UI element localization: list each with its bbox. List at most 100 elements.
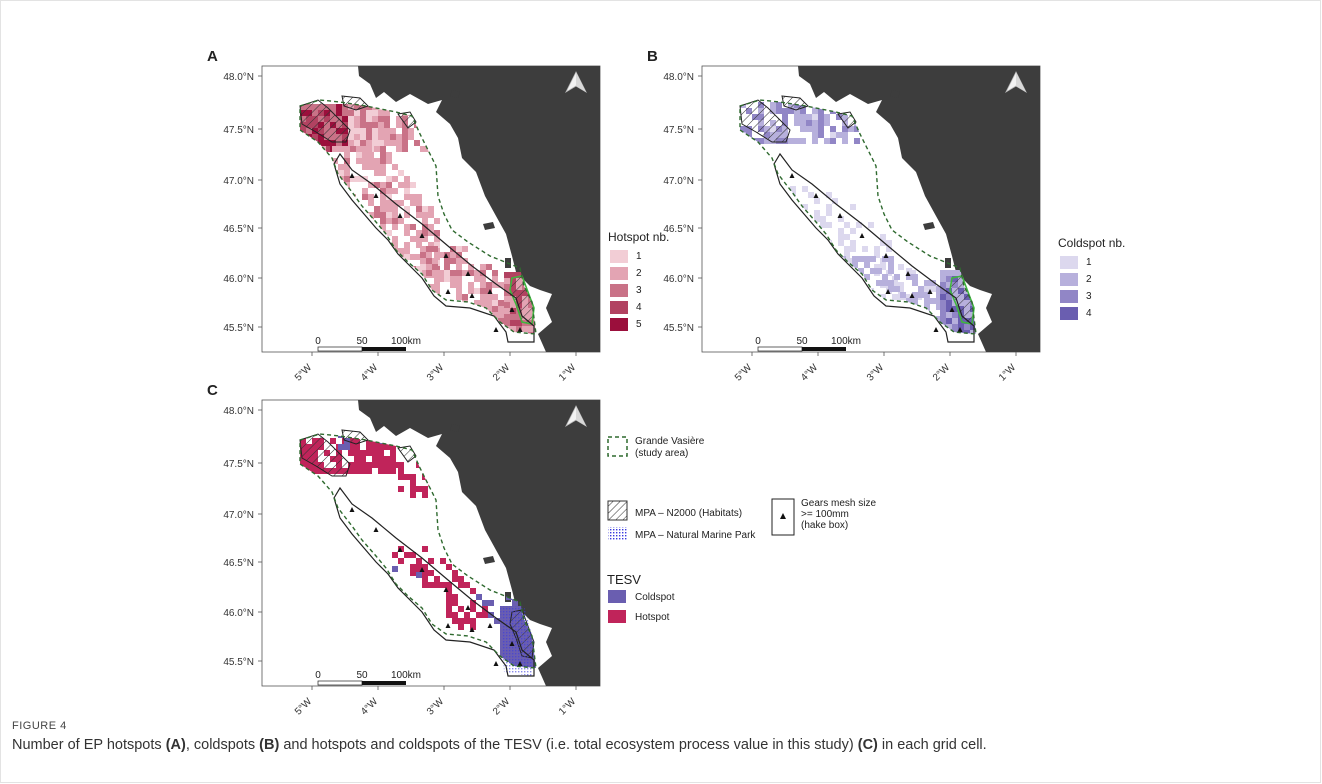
caption-ref-a: (A) xyxy=(165,737,186,753)
gear-marker xyxy=(789,173,795,178)
hotspot-swatch xyxy=(608,610,626,623)
gear-marker xyxy=(905,271,911,276)
panel-label-a: A xyxy=(207,48,218,65)
mpa-n2000-area xyxy=(299,433,351,477)
gear-marker xyxy=(517,661,523,666)
gear-marker xyxy=(859,233,865,238)
caption-ref-b: (B) xyxy=(259,737,280,753)
mpa-n2000-area xyxy=(739,99,791,143)
gears-swatch xyxy=(771,498,795,536)
panel-label-b: B xyxy=(647,48,658,65)
hake-box xyxy=(333,486,535,677)
island xyxy=(890,90,900,98)
gear-marker xyxy=(837,213,843,218)
gear-marker xyxy=(883,253,889,258)
lon-tick-label: 2°W xyxy=(931,362,953,384)
gear-marker xyxy=(493,661,499,666)
gear-marker xyxy=(957,327,963,332)
island xyxy=(483,222,495,230)
lon-tick-label: 2°W xyxy=(491,696,513,718)
gear-marker xyxy=(419,233,425,238)
legend-class-label: 3 xyxy=(1086,291,1092,302)
legend-class-label: 2 xyxy=(636,268,642,279)
n2000-label: MPA – N2000 (Habitats) xyxy=(635,508,743,519)
study-area-outline xyxy=(739,99,977,335)
legend-swatch xyxy=(610,318,628,331)
tesv-title: TESV xyxy=(607,572,641,587)
legend-swatch xyxy=(610,267,628,280)
study-area-sublabel: (study area) xyxy=(635,448,689,459)
lat-tick-label: 47.5°N xyxy=(223,459,254,470)
svg-text:0: 0 xyxy=(315,336,321,347)
gear-marker xyxy=(373,193,379,198)
caption-ref-c: (C) xyxy=(857,737,878,753)
legend-swatch xyxy=(1060,290,1078,303)
hotspot-label: Hotspot xyxy=(635,612,670,623)
legend-hotspot: Hotspot nb. 1 2 3 4 5 xyxy=(608,230,718,360)
svg-text:50: 50 xyxy=(356,336,368,347)
gear-marker xyxy=(349,507,355,512)
gear-marker xyxy=(517,327,523,332)
gear-marker xyxy=(509,307,515,312)
gear-marker xyxy=(949,307,955,312)
lat-tick-label: 47.0°N xyxy=(663,176,694,187)
lat-tick-label: 46.5°N xyxy=(663,224,694,235)
gear-marker xyxy=(885,289,891,294)
gear-marker xyxy=(487,623,493,628)
gear-marker xyxy=(469,627,475,632)
land-mass xyxy=(798,66,1040,352)
panel-label-c: C xyxy=(207,382,218,399)
map-b: 48.0°N 47.5°N 47.0°N 46.5°N 46.0°N 45.5°N 5°W 4… xyxy=(663,65,1041,384)
legend-class-label: 3 xyxy=(636,285,642,296)
gears-label-2: >= 100mm xyxy=(801,509,849,520)
scale-bar: 0 50 100km xyxy=(315,336,421,352)
island xyxy=(450,424,460,432)
legend-class-label: 2 xyxy=(1086,274,1092,285)
gear-marker xyxy=(493,327,499,332)
gear-marker xyxy=(443,587,449,592)
mpa-n2000-area xyxy=(299,99,351,143)
lon-tick-label: 5°W xyxy=(293,696,315,718)
gear-marker xyxy=(397,547,403,552)
lat-tick-label: 46.0°N xyxy=(223,608,254,619)
lat-tick-label: 47.5°N xyxy=(663,125,694,136)
svg-text:50: 50 xyxy=(796,336,808,347)
gear-marker xyxy=(509,641,515,646)
gear-marker xyxy=(445,289,451,294)
lat-tick-label: 45.5°N xyxy=(663,323,694,334)
caption-text-4: in each grid cell. xyxy=(877,737,987,753)
land-mass xyxy=(358,400,600,686)
island xyxy=(450,90,460,98)
legend-swatch xyxy=(610,250,628,263)
lat-tick-label: 48.0°N xyxy=(663,72,694,83)
caption-text-1: Number of EP hotspots xyxy=(12,737,166,753)
study-area-outline xyxy=(299,433,537,669)
gear-marker xyxy=(419,567,425,572)
gears-label-1: Gears mesh size xyxy=(801,498,877,509)
marine-park-label: MPA – Natural Marine Park xyxy=(635,530,756,541)
legend-swatch xyxy=(1060,273,1078,286)
legend-class-label: 1 xyxy=(1086,257,1092,268)
gear-marker xyxy=(397,213,403,218)
lon-tick-label: 1°W xyxy=(997,362,1019,384)
north-arrow-icon xyxy=(565,71,587,94)
map-a: 48.0°N47.5°N47.0°N46.5°N46.0°N45.5°N5°W 4… xyxy=(223,65,601,384)
scale-bar: 0 50 100km xyxy=(755,336,861,352)
gear-marker xyxy=(443,253,449,258)
map-c: 48.0°N 47.5°N 47.0°N 46.5°N 46.0°N 45.5°N 5°W 4… xyxy=(223,399,601,718)
gear-marker xyxy=(373,527,379,532)
svg-text:100km: 100km xyxy=(831,336,861,347)
mpa-n2000-area xyxy=(341,95,369,111)
lat-tick-label: 48.0°N xyxy=(223,72,254,83)
lon-tick-label: 4°W xyxy=(359,696,381,718)
legend-class-label: 1 xyxy=(636,251,642,262)
coldspot-swatch xyxy=(608,590,626,603)
lat-tick-label: 45.5°N xyxy=(223,323,254,334)
gear-marker xyxy=(465,605,471,610)
north-arrow-icon xyxy=(1005,71,1027,94)
legend-swatch xyxy=(1060,256,1078,269)
legend-class-label: 4 xyxy=(636,302,642,313)
caption-text-2: , coldspots xyxy=(185,737,260,753)
legend-coldspot-title: Coldspot nb. xyxy=(1058,236,1126,250)
legend-class-label: 4 xyxy=(1086,308,1092,319)
